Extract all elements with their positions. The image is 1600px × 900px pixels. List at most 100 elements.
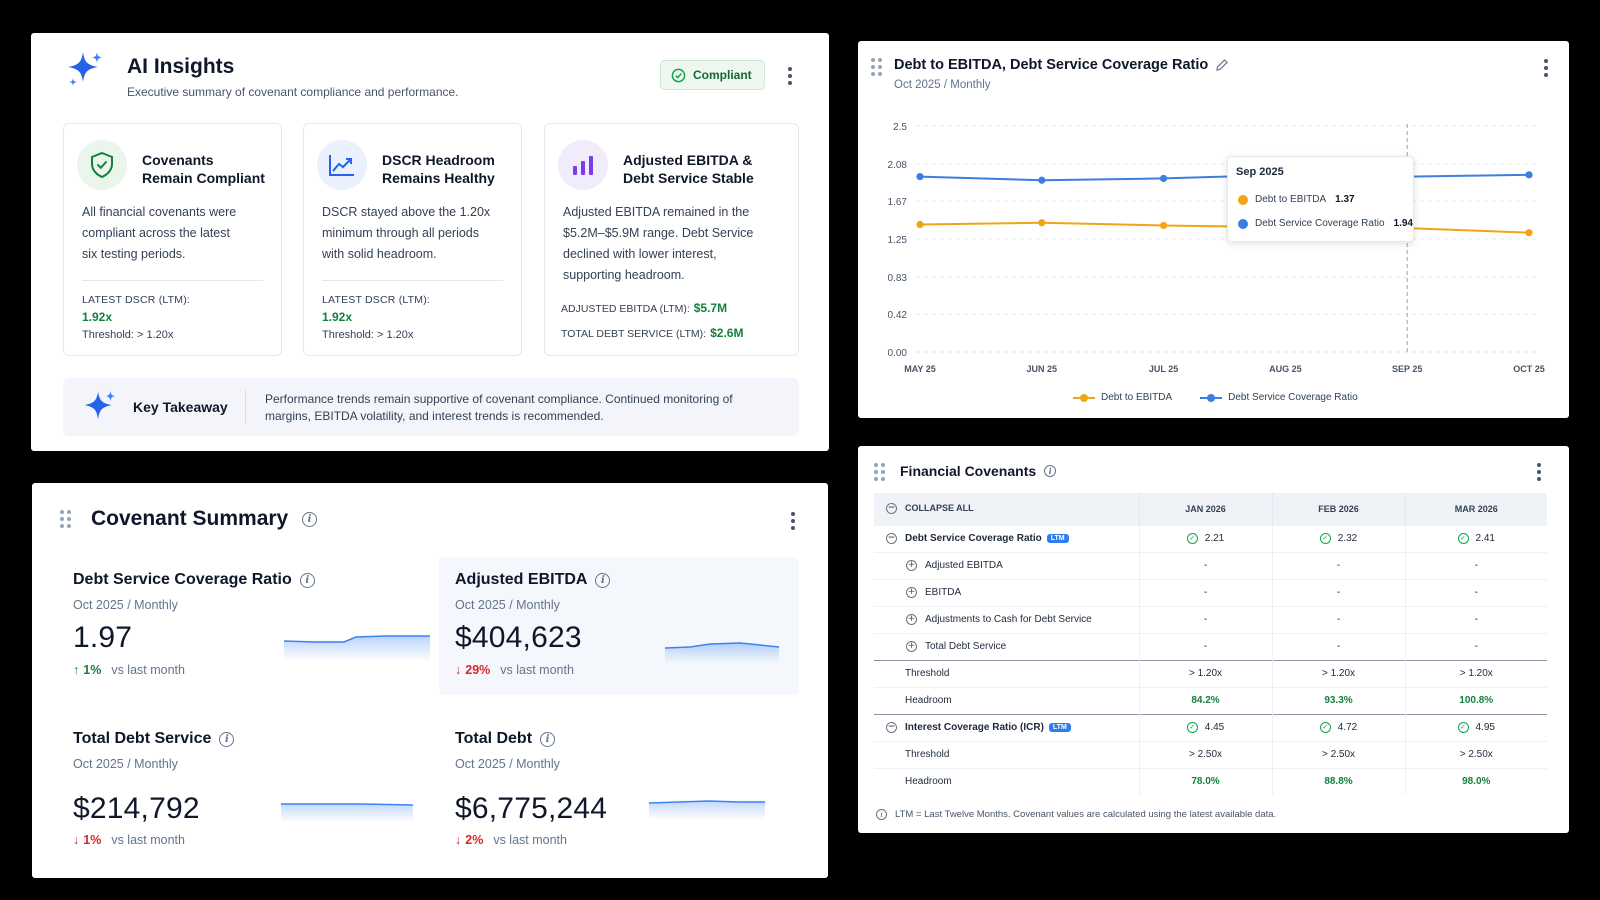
trend-up-icon (317, 140, 367, 190)
y-tick-label: 2.08 (888, 160, 908, 171)
table-cell: ✓ 4.45 (1138, 713, 1272, 741)
cell-value: - (1336, 587, 1341, 598)
cell-value: > 2.50x (1459, 749, 1493, 760)
table-row[interactable]: + Total Debt Service - - - (874, 632, 1547, 660)
info-icon[interactable]: i (1044, 465, 1057, 477)
shield-check-icon (77, 140, 127, 190)
expand-icon[interactable]: + (906, 586, 917, 598)
legend-label: Debt Service Coverage Ratio (1228, 392, 1358, 403)
legend-dot-icon (1238, 194, 1248, 205)
sparkline (665, 642, 779, 663)
cell-value: > 2.50x (1188, 749, 1223, 760)
row-label-text: EBITDA (925, 587, 962, 599)
covenant-summary-title-text: Covenant Summary (91, 507, 289, 530)
row-label: − Debt Service Coverage Ratio LTM (874, 524, 1139, 552)
legend-label: Debt to EBITDA (1101, 392, 1173, 403)
metric-change-caption: vs last month (111, 833, 185, 847)
info-icon[interactable]: i (302, 511, 318, 527)
table-cell: - (1138, 578, 1272, 606)
sparkline (649, 800, 765, 820)
metric-change-caption: vs last month (111, 663, 185, 677)
ai-insights-more-menu-icon[interactable] (788, 67, 792, 85)
collapse-all-button[interactable]: − COLLAPSE ALL (874, 493, 1139, 525)
metric-card-adjusted-ebitda[interactable]: Adjusted EBITDA i Oct 2025 / Monthly $404… (439, 557, 799, 695)
metric-card-total-debt-service[interactable]: Total Debt Service i Oct 2025 / Monthly $… (65, 716, 425, 854)
table-row[interactable]: − Debt Service Coverage Ratio LTM ✓ 2.21 ✓ 2.3… (874, 524, 1547, 552)
cell-value: > 1.20x (1459, 668, 1493, 679)
kv-value: $5.7M (693, 301, 728, 315)
table-cell: > 1.20x (1271, 659, 1405, 687)
metric-name: Total Debt Service i (73, 730, 235, 748)
compliant-badge[interactable]: Compliant (660, 60, 765, 90)
table-row[interactable]: Headroom 78.0% 88.8% 98.0% (874, 767, 1547, 795)
line-chart[interactable]: 0.00 0.42 0.83 1.25 1.67 2.08 2.5 MAY 25 JUN 25 J… (858, 41, 1569, 418)
row-label-text: Interest Coverage Ratio (ICR) (905, 722, 1044, 734)
collapse-icon[interactable]: − (886, 721, 897, 733)
x-tick-label: JUL 25 (1149, 364, 1178, 374)
check-circle-icon: ✓ (1319, 721, 1331, 733)
debt-ebitda-dscr-chart-card: Debt to EBITDA, Debt Service Coverage Ra… (858, 41, 1569, 418)
cell-value: - (1336, 614, 1341, 625)
drag-handle-icon[interactable] (871, 58, 882, 76)
expand-icon[interactable]: + (906, 559, 917, 571)
table-cell: - (1404, 632, 1547, 660)
info-icon[interactable]: i (299, 572, 315, 588)
table-cell: ✓ 4.72 (1271, 713, 1405, 741)
info-icon[interactable]: i (219, 731, 235, 747)
table-row[interactable]: Headroom 84.2% 93.3% 100.8% (874, 686, 1547, 714)
covenants-more-menu-icon[interactable] (1537, 463, 1541, 481)
series-line (919, 221, 1530, 234)
cell-value: 78.0% (1191, 776, 1220, 788)
tooltip-value: 1.94 (1393, 218, 1413, 229)
metric-value: $404,623 (455, 621, 582, 654)
cell-value: > 1.20x (1321, 668, 1356, 679)
sparkle-icon (84, 390, 116, 420)
table-row[interactable]: + EBITDA - - - (874, 578, 1547, 606)
edit-pencil-icon[interactable] (1215, 58, 1229, 72)
cell-value: - (1203, 560, 1208, 571)
drag-handle-icon[interactable] (60, 510, 71, 528)
legend-item-debt-to-ebitda[interactable]: Debt to EBITDA (1073, 392, 1172, 403)
covenant-summary-card: Covenant Summary i Debt Service Coverage… (32, 483, 828, 878)
metric-threshold: Threshold: > 1.20x (322, 329, 414, 341)
drag-handle-icon[interactable] (874, 463, 885, 481)
financial-covenants-card: Financial Covenants i − COLLAPSE ALL JAN 2… (858, 446, 1569, 833)
arrow-up-icon: ↑ (73, 663, 80, 677)
row-label-text: Adjusted EBITDA (925, 560, 1003, 572)
row-label-text: Threshold (905, 668, 950, 679)
chart-subtitle: Oct 2025 / Monthly (894, 79, 991, 91)
row-label: + Adjustments to Cash for Debt Service (874, 605, 1139, 633)
metric-label: LATEST DSCR (LTM): (82, 294, 191, 306)
table-row[interactable]: + Adjustments to Cash for Debt Service - - - (874, 605, 1547, 633)
metric-card-dscr[interactable]: Debt Service Coverage Ratio i Oct 2025 / … (65, 557, 430, 695)
row-label-text: Headroom (905, 695, 952, 706)
covenant-summary-more-menu-icon[interactable] (791, 512, 795, 530)
table-row[interactable]: − Interest Coverage Ratio (ICR) LTM ✓ 4.45 ✓ 4… (874, 713, 1547, 741)
expand-icon[interactable]: + (906, 613, 917, 625)
metric-card-total-debt[interactable]: Total Debt i Oct 2025 / Monthly $6,775,24… (447, 716, 807, 854)
expand-icon[interactable]: + (906, 640, 917, 652)
table-row[interactable]: + Adjusted EBITDA - - - (874, 551, 1547, 579)
info-icon[interactable]: i (540, 731, 556, 747)
insight-card-dscr: DSCR Headroom Remains Healthy DSCR staye… (303, 123, 522, 356)
table-cell: - (1138, 632, 1272, 660)
collapse-icon[interactable]: − (886, 532, 897, 544)
legend-item-dscr[interactable]: Debt Service Coverage Ratio (1200, 392, 1358, 403)
table-cell: > 1.20x (1404, 659, 1547, 687)
info-icon[interactable]: i (595, 572, 611, 588)
total-debt-service-ltm: TOTAL DEBT SERVICE (LTM): $2.6M (561, 326, 743, 340)
table-row[interactable]: Threshold > 1.20x > 1.20x > 1.20x (874, 659, 1547, 687)
ai-insights-title: AI Insights (127, 55, 235, 78)
y-tick-label: 0.83 (888, 273, 908, 284)
tooltip-row: Debt to EBITDA 1.37 (1238, 194, 1355, 205)
legend-swatch (1073, 393, 1095, 402)
chart-title-text: Debt to EBITDA, Debt Service Coverage Ra… (894, 57, 1209, 73)
cell-value: - (1336, 641, 1341, 652)
financial-covenants-title-text: Financial Covenants (900, 463, 1037, 479)
chart-more-menu-icon[interactable] (1544, 59, 1548, 77)
cell-value: - (1474, 560, 1478, 571)
table-cell: > 2.50x (1138, 740, 1272, 768)
tooltip-title: Sep 2025 (1236, 166, 1284, 178)
cell-value: 98.0% (1462, 776, 1491, 788)
table-row[interactable]: Threshold > 2.50x > 2.50x > 2.50x (874, 740, 1547, 768)
